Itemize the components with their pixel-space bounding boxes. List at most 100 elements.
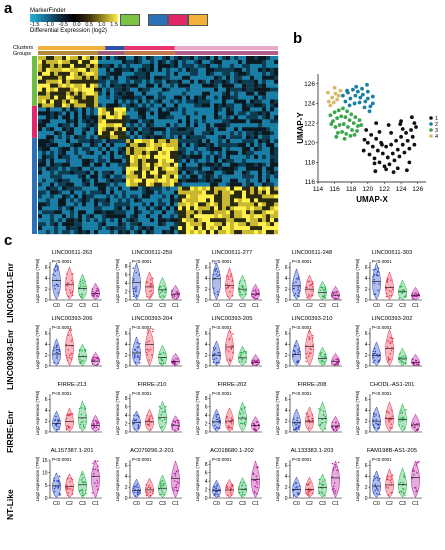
heatmap-cell <box>130 186 135 191</box>
violin-point <box>57 292 59 294</box>
violin-point <box>294 352 297 355</box>
heatmap-cell <box>182 222 187 227</box>
heatmap-cell <box>214 135 219 140</box>
violin-y-tick-label: 8 <box>125 396 128 402</box>
heatmap-cell <box>234 123 239 128</box>
legend-caption: Differential Expression (log2) <box>30 28 107 34</box>
heatmap-cell <box>42 198 47 203</box>
heatmap-cell <box>38 146 43 152</box>
heatmap-cell <box>166 182 171 187</box>
heatmap-cell <box>50 226 55 231</box>
heatmap-cell <box>42 135 47 140</box>
heatmap-cell <box>46 75 51 80</box>
violin-point <box>255 297 257 300</box>
heatmap-cell <box>162 174 167 179</box>
violin-point <box>231 428 234 430</box>
heatmap-cell <box>106 63 111 69</box>
heatmap-cell <box>206 218 211 223</box>
violin-point <box>71 294 74 297</box>
violin-point <box>70 477 72 480</box>
heatmap-cell <box>46 111 51 116</box>
heatmap-cell <box>218 170 223 175</box>
heatmap-cell <box>118 198 123 203</box>
heatmap-cell <box>138 135 143 140</box>
legend-tick: 0.0 <box>72 22 81 28</box>
violin-point <box>239 291 242 294</box>
heatmap-cell <box>202 56 207 61</box>
heatmap-cell <box>214 123 219 128</box>
heatmap-cell <box>162 214 167 219</box>
violin-point <box>321 487 323 490</box>
heatmap-cell <box>190 123 195 128</box>
heatmap-cell <box>130 146 135 152</box>
violin-point <box>92 356 94 359</box>
umap-point <box>404 168 409 173</box>
heatmap-cell <box>98 166 103 171</box>
heatmap-cell <box>38 103 43 108</box>
violin-y-label: Log2 expression (TPM) <box>35 456 40 501</box>
heatmap-cell <box>106 75 111 80</box>
violin-point <box>242 481 245 484</box>
violin-point <box>399 420 401 422</box>
heatmap-cell <box>262 99 267 104</box>
heatmap-cell <box>210 99 215 104</box>
heatmap-cell <box>214 59 219 65</box>
heatmap-cell <box>110 154 115 160</box>
heatmap-cell <box>250 67 255 73</box>
violin-point <box>54 423 57 426</box>
heatmap-cell <box>266 174 271 179</box>
heatmap-cell <box>126 190 131 195</box>
heatmap-cell <box>126 107 131 112</box>
violin-point <box>337 358 340 360</box>
violin-point <box>412 297 414 300</box>
heatmap-cell <box>70 166 75 171</box>
violin-y-tick-label: 5 <box>45 483 48 489</box>
heatmap-cell <box>50 127 55 132</box>
violin-y-tick-label: 0 <box>125 496 128 502</box>
heatmap-cell <box>262 67 267 73</box>
heatmap-cell <box>262 119 267 124</box>
heatmap-cell <box>238 214 243 219</box>
heatmap-cell <box>210 182 215 187</box>
heatmap-cell <box>182 226 187 231</box>
violin-point <box>242 491 244 494</box>
heatmap-cell <box>118 186 123 191</box>
heatmap-cell <box>254 218 259 223</box>
heatmap-cell <box>178 170 183 175</box>
heatmap-cell <box>74 87 79 92</box>
heatmap-cell <box>42 206 47 211</box>
heatmap-cell <box>170 115 175 120</box>
heatmap-cell <box>158 214 163 219</box>
heatmap-cell <box>190 127 195 132</box>
heatmap-cell <box>78 214 83 219</box>
heatmap-cell <box>142 186 147 191</box>
heatmap-cell <box>134 186 139 191</box>
heatmap-cell <box>70 115 75 120</box>
violin-point <box>215 490 217 493</box>
heatmap-cell <box>78 190 83 195</box>
violin-point <box>57 362 59 365</box>
heatmap-cell <box>50 119 55 124</box>
violin-point <box>135 288 137 290</box>
heatmap-cell <box>274 87 279 92</box>
heatmap-cell <box>166 198 171 203</box>
heatmap-cell <box>214 111 219 116</box>
violin-point <box>152 490 154 492</box>
heatmap-cell <box>86 182 91 187</box>
violin-point <box>227 425 230 427</box>
violin-point <box>58 483 61 485</box>
violin-point <box>177 357 179 360</box>
violin-point <box>298 290 301 292</box>
umap-point <box>355 89 360 94</box>
violin-point <box>388 421 391 423</box>
heatmap-cell <box>246 190 251 195</box>
violin-y-tick-label: 2 <box>285 287 288 293</box>
heatmap-cell <box>98 127 103 132</box>
heatmap-cell <box>254 158 259 163</box>
heatmap-cell <box>270 218 275 223</box>
heatmap-cell <box>122 91 127 96</box>
violin-point <box>244 293 247 295</box>
heatmap-cell <box>198 119 203 124</box>
heatmap-cell <box>62 143 67 148</box>
heatmap-cell <box>194 103 199 108</box>
